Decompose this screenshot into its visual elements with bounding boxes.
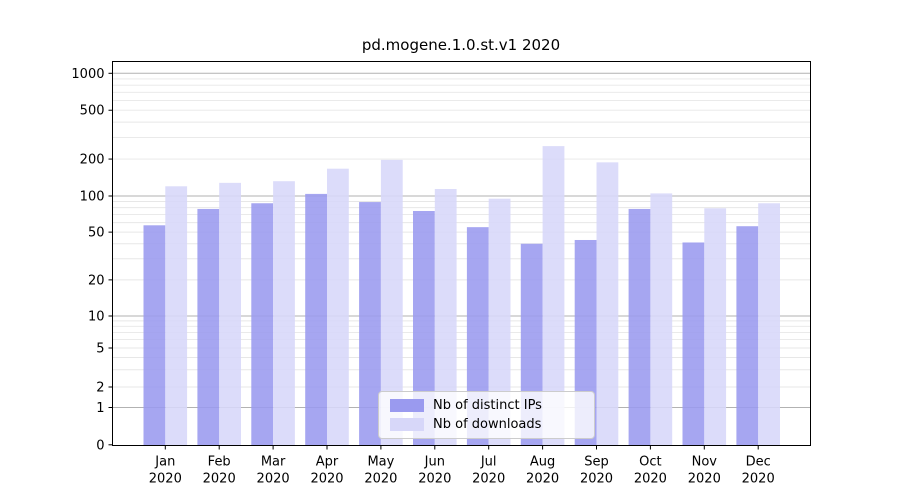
bar-downloads-apr bbox=[327, 168, 349, 446]
x-tick-label-month: Jun bbox=[424, 455, 445, 470]
legend-item-distinct-ips: Nb of distinct IPs bbox=[390, 398, 584, 413]
x-axis-ticks: Jan 2020 Feb 2020 Mar 2020 Apr 2020 May 2020 Jun 20… bbox=[149, 445, 775, 487]
bar-downloads-jul bbox=[488, 198, 511, 446]
y-tick-label: 0 bbox=[96, 438, 104, 453]
x-tick-label-month: Jan bbox=[154, 455, 175, 470]
x-tick-label-year: 2020 bbox=[742, 472, 775, 487]
y-tick-label: 5 bbox=[96, 342, 104, 357]
bars bbox=[143, 146, 780, 446]
x-tick-label-month: Feb bbox=[208, 455, 231, 470]
bar-downloads-jun bbox=[434, 189, 457, 446]
legend-swatch-distinct-ips-icon bbox=[390, 399, 424, 412]
x-tick-label-month: Oct bbox=[639, 455, 661, 470]
bar-downloads-mar bbox=[273, 181, 295, 446]
legend-label-distinct-ips: Nb of distinct IPs bbox=[433, 398, 542, 413]
bar-downloads-aug bbox=[542, 146, 565, 446]
y-tick-label: 1000 bbox=[71, 67, 104, 82]
y-tick-label: 10 bbox=[88, 310, 105, 325]
x-tick-label-year: 2020 bbox=[526, 472, 559, 487]
bar-downloads-may bbox=[380, 159, 403, 446]
x-tick-label-year: 2020 bbox=[472, 472, 505, 487]
x-tick-label-year: 2020 bbox=[257, 472, 290, 487]
x-tick-label-year: 2020 bbox=[364, 472, 397, 487]
bar-ips-jul bbox=[466, 227, 489, 446]
bar-downloads-nov bbox=[704, 208, 727, 446]
x-tick-label-year: 2020 bbox=[418, 472, 451, 487]
x-tick-label-month: Sep bbox=[584, 455, 609, 470]
x-tick-label-month: Jul bbox=[480, 455, 497, 470]
plot-border bbox=[112, 61, 811, 446]
chart-title: pd.mogene.1.0.st.v1 2020 bbox=[361, 36, 561, 54]
y-tick-label: 20 bbox=[88, 273, 105, 288]
x-tick-label-year: 2020 bbox=[203, 472, 236, 487]
bar-downloads-dec bbox=[758, 203, 780, 446]
x-tick-label-year: 2020 bbox=[634, 472, 667, 487]
bar-ips-feb bbox=[197, 208, 220, 446]
y-tick-label: 200 bbox=[80, 153, 105, 168]
x-tick-label-month: Aug bbox=[530, 455, 555, 470]
y-axis-ticks: 0 1 2 5 10 20 50 100 200 500 1000 bbox=[71, 67, 113, 453]
bar-ips-apr bbox=[305, 193, 327, 446]
y-tick-label: 50 bbox=[88, 226, 105, 241]
bar-ips-oct bbox=[628, 208, 651, 446]
x-tick-label-year: 2020 bbox=[688, 472, 721, 487]
x-tick-label-year: 2020 bbox=[310, 472, 343, 487]
bar-downloads-jan bbox=[165, 186, 188, 446]
y-tick-label: 2 bbox=[96, 381, 104, 396]
legend-swatch-downloads-icon bbox=[390, 418, 424, 431]
bar-ips-jun bbox=[413, 210, 435, 446]
y-tick-label: 100 bbox=[80, 190, 105, 205]
x-tick-label-month: Dec bbox=[746, 455, 771, 470]
x-tick-label-month: May bbox=[367, 455, 394, 470]
x-tick-label-month: Mar bbox=[261, 455, 286, 470]
legend-label-downloads: Nb of downloads bbox=[433, 417, 542, 432]
bar-ips-mar bbox=[251, 203, 274, 446]
bar-ips-dec bbox=[736, 226, 759, 446]
x-tick-label-year: 2020 bbox=[580, 472, 613, 487]
y-tick-label: 500 bbox=[80, 104, 105, 119]
y-tick-label: 1 bbox=[96, 401, 104, 416]
bar-ips-may bbox=[359, 202, 381, 446]
x-tick-label-month: Apr bbox=[316, 455, 339, 470]
legend: Nb of distinct IPs Nb of downloads bbox=[378, 391, 595, 439]
legend-item-downloads: Nb of downloads bbox=[390, 417, 584, 432]
bar-downloads-oct bbox=[650, 193, 673, 446]
bar-ips-nov bbox=[682, 242, 705, 446]
x-tick-label-year: 2020 bbox=[149, 472, 182, 487]
bar-ips-jan bbox=[143, 225, 166, 446]
bar-downloads-sep bbox=[596, 162, 619, 446]
x-tick-label-month: Nov bbox=[692, 455, 718, 470]
bar-downloads-feb bbox=[219, 182, 241, 446]
